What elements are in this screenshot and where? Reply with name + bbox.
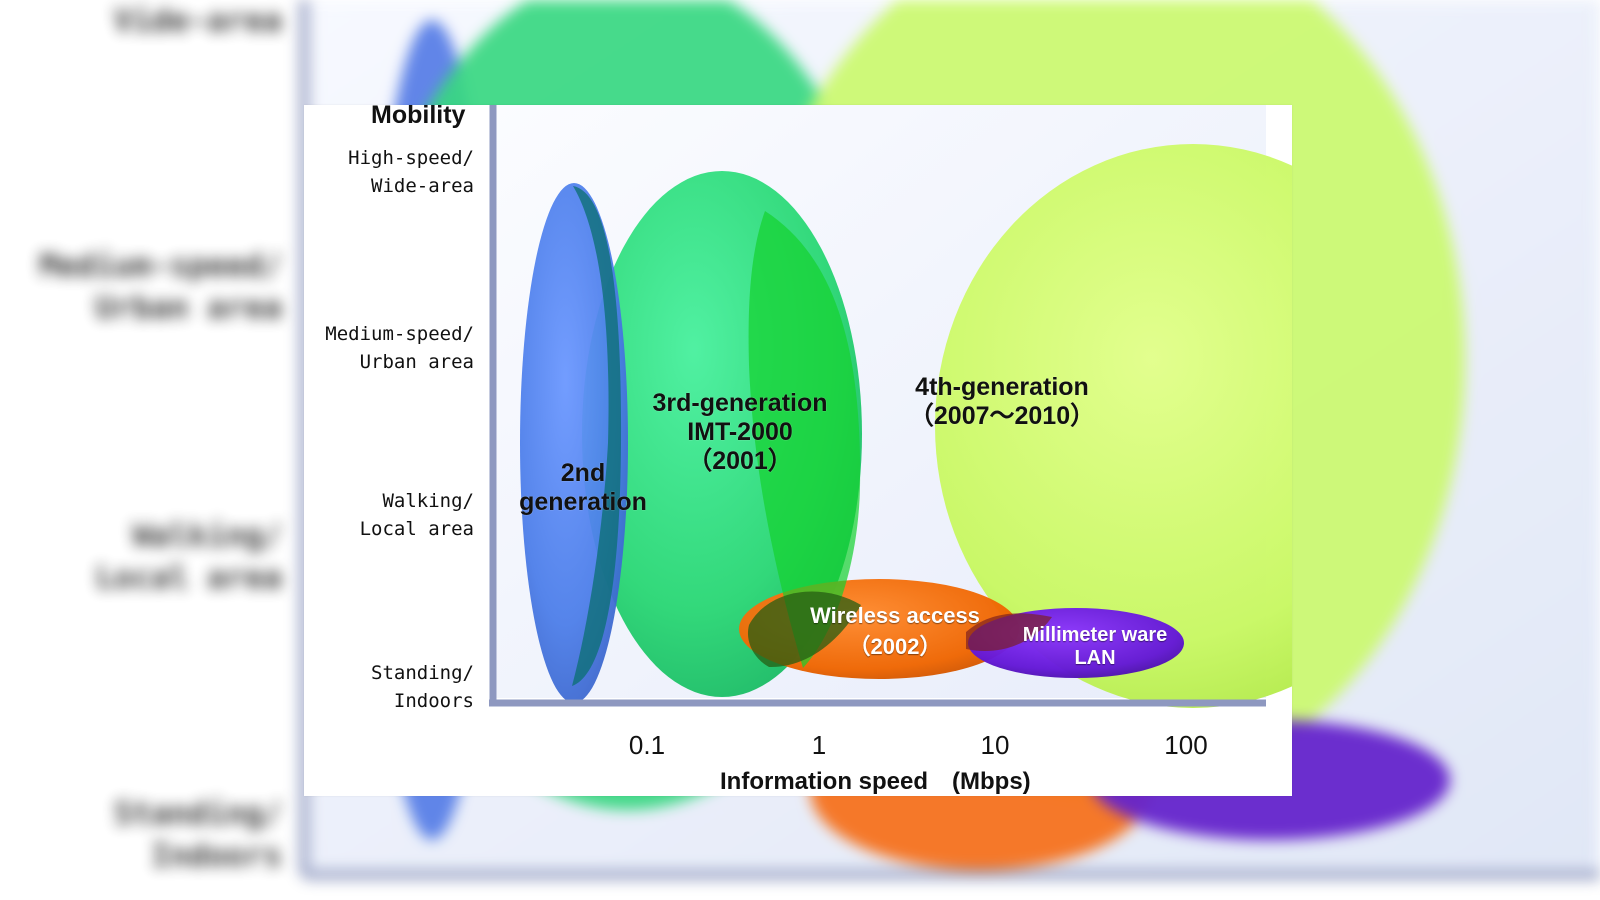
mobility-walking-label: Walking/ Local area [359, 490, 474, 540]
third-generation-label: 3rd-generation IMT-2000 （2001） [652, 389, 828, 475]
blurred-wide-area-label: Vide-area [114, 3, 282, 39]
mobility-medium-speed-label: Medium-speed/ Urban area [325, 323, 474, 373]
diagram-graphic [489, 105, 1292, 708]
wireless-millimeter-overlap [966, 613, 1052, 652]
speed-tick-100: 100 [1164, 730, 1208, 760]
wireless-third-overlap [747, 591, 861, 668]
second-third-overlap [572, 186, 622, 686]
fourth-generation-region [935, 144, 1292, 708]
millimeter-lan-label: Millimeter ware LAN [1022, 624, 1168, 669]
blurred-local-area-label: Walking/ Local area [95, 518, 282, 596]
mobility-high-speed-label: High-speed/ Wide-area [348, 147, 474, 197]
blurred-indoors-label: Standing/ Indoors [114, 796, 282, 874]
fourth-generation-label: 4th-generation （2007～2010） [908, 373, 1096, 430]
wireless-access-label: Wireless access （2002） [810, 603, 980, 659]
speed-tick-0-1: 0.1 [628, 730, 666, 760]
speed-axis-title: Information speed (Mbps) [720, 768, 1031, 795]
speed-tick-10: 10 [980, 730, 1010, 760]
third-fourth-overlap [748, 211, 861, 668]
speed-tick-1: 1 [811, 730, 827, 760]
wireless-generation-diagram: Mobility High-speed/ Wide-area Medium-sp… [304, 101, 1292, 796]
mobility-standing-label: Standing/ Indoors [371, 662, 474, 712]
blurred-urban-area-label: Medium-speed/ Urban area [39, 248, 282, 326]
mobility-axis-title: Mobility [371, 101, 466, 129]
second-generation-label: 2nd generation [519, 459, 647, 516]
